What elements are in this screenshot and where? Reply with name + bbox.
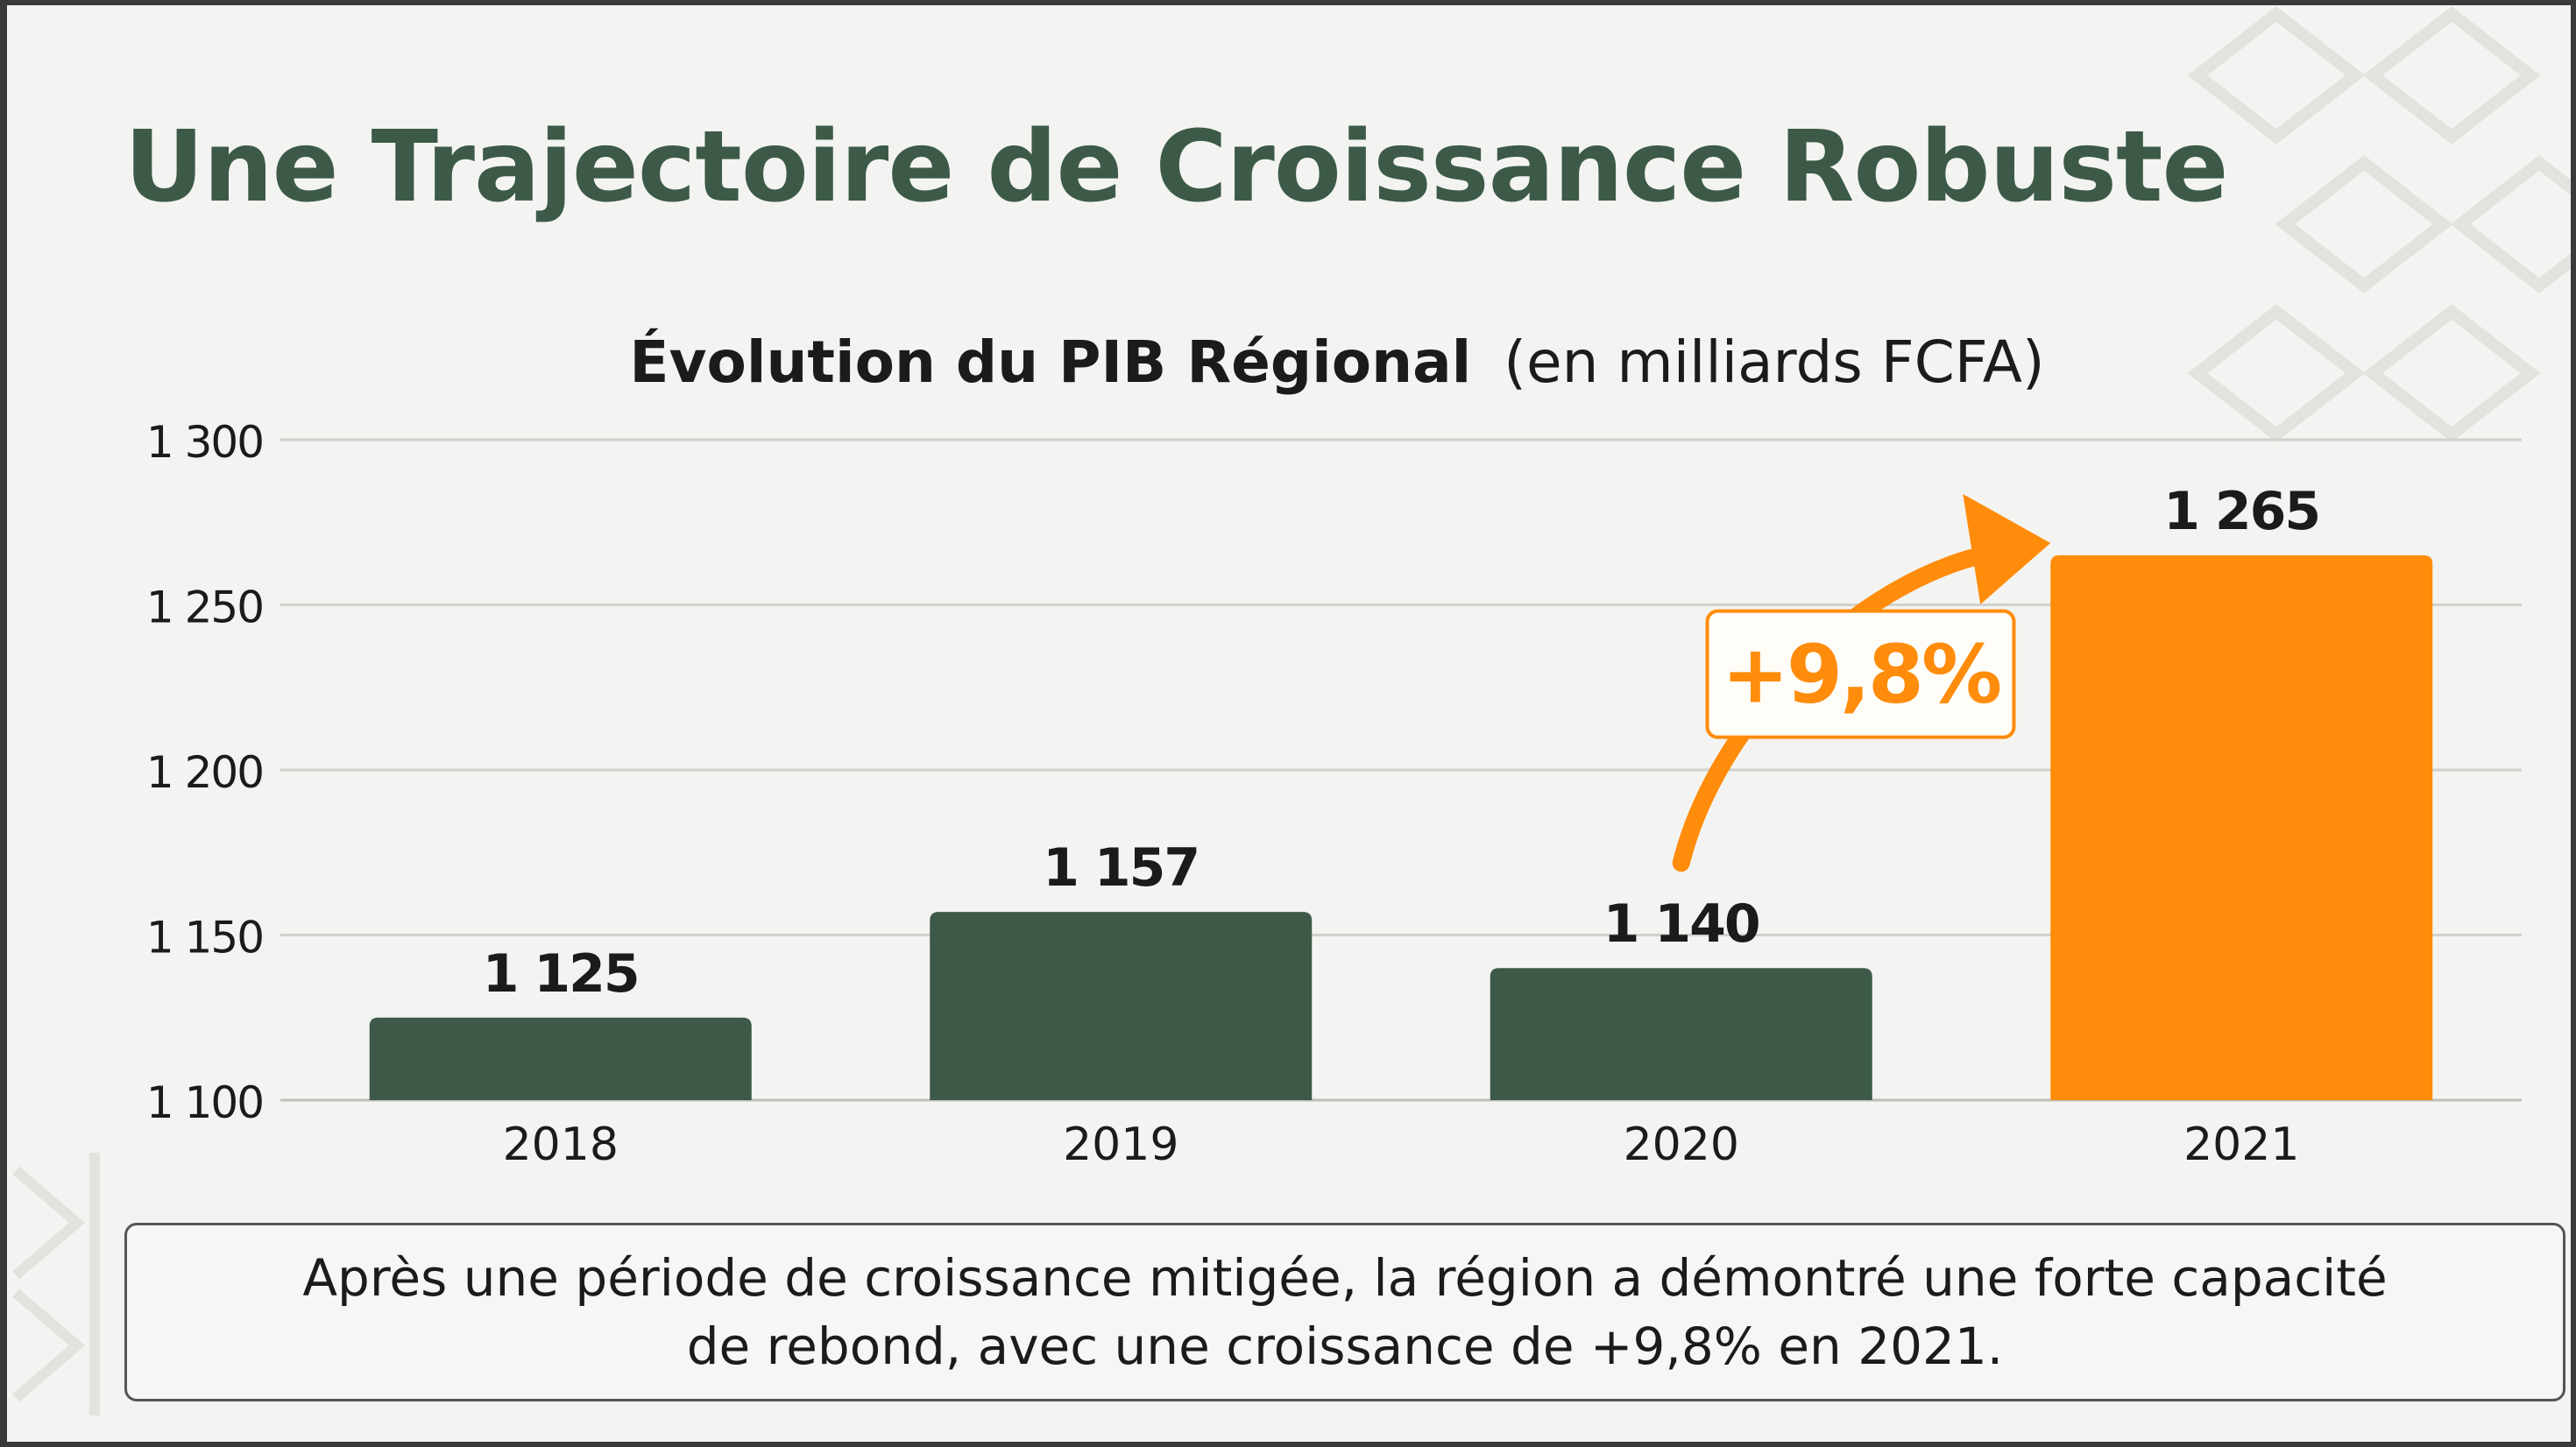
y-tick-label: 1 200: [146, 747, 263, 798]
bar-2020: [1490, 968, 1872, 1100]
bar-labels: 1 125 1 157 1 140 1 265: [483, 481, 2321, 1005]
growth-annotation: +9,8%: [1672, 493, 2051, 872]
growth-arrow-head: [1963, 493, 2051, 604]
x-tick-label: 2021: [2183, 1119, 2299, 1171]
bar-value-label: 1 265: [2163, 481, 2319, 542]
y-tick-label: 1 100: [146, 1077, 263, 1128]
y-tick-label: 1 250: [146, 582, 263, 633]
chart-title: Évolution du PIB Régional (en milliards …: [629, 328, 2044, 396]
chart-title-main: Évolution du PIB Régional: [629, 328, 1471, 396]
y-axis-ticks: 1 100 1 150 1 200 1 250 1 300: [146, 417, 265, 1128]
x-tick-label: 2020: [1624, 1119, 1739, 1171]
growth-badge: [1705, 609, 2016, 739]
chart-title-unit: (en milliards FCFA): [1504, 328, 2044, 396]
bar-2021: [2050, 554, 2433, 1100]
y-tick-label: 1 150: [146, 913, 263, 963]
page-title: Une Trajectoire de Croissance Robuste: [124, 110, 2228, 224]
slide: Une Trajectoire de Croissance Robuste Év…: [7, 5, 2571, 1442]
bar-2018: [369, 1017, 752, 1100]
x-axis-ticks: 2018 2019 2020 2021: [503, 1119, 2300, 1171]
bar-2019: [930, 912, 1313, 1100]
bars: [369, 554, 2433, 1100]
bar-value-label: 1 157: [1043, 837, 1199, 899]
growth-badge-label: +9,8%: [1722, 628, 2000, 722]
x-tick-label: 2019: [1063, 1119, 1178, 1171]
summary-text: Après une période de croissance mitigée,…: [302, 1248, 2388, 1376]
x-tick-label: 2018: [503, 1119, 619, 1171]
summary-box: Après une période de croissance mitigée,…: [124, 1223, 2565, 1401]
bar-value-label: 1 140: [1603, 893, 1759, 955]
y-tick-label: 1 300: [146, 417, 263, 468]
gdp-bar-chart: Évolution du PIB Régional (en milliards …: [146, 328, 2522, 1171]
bar-value-label: 1 125: [483, 943, 639, 1005]
